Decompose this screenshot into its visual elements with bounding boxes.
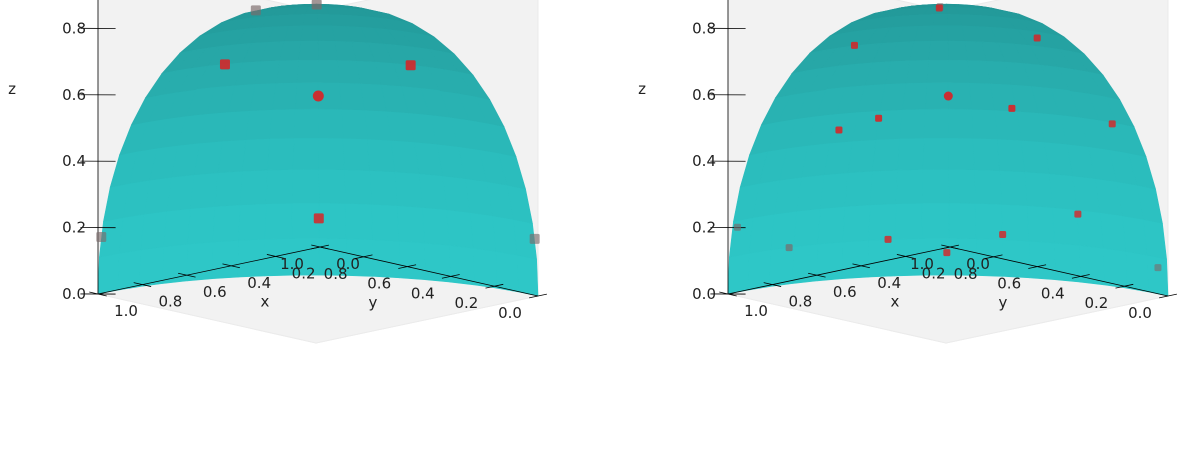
y-tick-label: 0.2 xyxy=(1084,294,1108,312)
data-point xyxy=(999,230,1007,238)
sphere-surface xyxy=(97,3,539,297)
z-tick-label: 0.8 xyxy=(692,19,716,37)
x-tick-label: 0.8 xyxy=(788,293,812,311)
z-tick-label: 0.4 xyxy=(692,152,716,170)
x-tick-label: 0.0 xyxy=(966,255,990,273)
x-tick xyxy=(763,282,782,287)
y-tick xyxy=(441,274,460,279)
y-tick xyxy=(1115,283,1134,289)
data-point xyxy=(529,233,540,244)
data-point xyxy=(219,59,230,70)
y-tick xyxy=(1028,264,1047,269)
data-point xyxy=(311,0,322,10)
x-tick-label: 0.4 xyxy=(877,274,901,292)
x-tick xyxy=(807,272,826,278)
x-axis-label: x xyxy=(261,293,270,311)
data-point xyxy=(1033,34,1041,42)
x-tick xyxy=(89,291,107,297)
y-tick-label: 1.0 xyxy=(280,255,304,273)
x-axis-line xyxy=(949,246,1169,297)
data-point xyxy=(785,244,793,252)
y-tick-label: 0.4 xyxy=(411,284,435,302)
sphere-surface xyxy=(727,3,1169,297)
y-axis-label: y xyxy=(369,294,378,312)
y-axis-label: y xyxy=(999,294,1008,312)
data-point xyxy=(1008,104,1016,112)
x-axis-line xyxy=(319,246,539,297)
y-tick-label: 0.6 xyxy=(367,275,391,293)
x-tick-label: 1.0 xyxy=(114,302,138,320)
x-tick xyxy=(177,272,196,278)
y-tick xyxy=(529,293,547,299)
x-axis-label: x xyxy=(891,293,900,311)
x-tick xyxy=(133,282,152,287)
chart-panel-2: 0.00.20.40.60.81.00.00.20.40.60.81.00.00… xyxy=(638,0,1177,344)
x-tick xyxy=(852,263,871,269)
y-tick-label: 1.0 xyxy=(910,255,934,273)
x-tick xyxy=(222,263,241,269)
data-point xyxy=(733,223,741,231)
y-tick xyxy=(311,244,329,250)
data-point xyxy=(850,41,858,49)
y-tick-label: 0.6 xyxy=(997,275,1021,293)
data-point xyxy=(943,91,953,101)
data-point xyxy=(835,126,843,134)
y-tick-label: 0.8 xyxy=(324,265,348,283)
data-point xyxy=(312,90,324,102)
y-tick xyxy=(1159,293,1177,299)
data-point xyxy=(96,231,107,242)
z-tick-label: 0.0 xyxy=(692,285,716,303)
z-tick-label: 0.4 xyxy=(62,152,86,170)
x-tick xyxy=(266,254,285,259)
data-point xyxy=(943,249,951,257)
y-axis-line xyxy=(97,246,321,295)
x-tick xyxy=(896,254,915,259)
x-tick-label: 1.0 xyxy=(744,302,768,320)
x-tick-label: 0.2 xyxy=(292,264,316,282)
y-tick xyxy=(485,283,504,289)
x-tick-label: 0.6 xyxy=(833,283,857,301)
x-tick-label: 0.4 xyxy=(247,274,271,292)
y-tick xyxy=(984,254,1003,260)
y-axis-line xyxy=(727,246,951,295)
y-tick xyxy=(941,244,959,250)
data-point xyxy=(1108,120,1116,128)
data-point xyxy=(250,5,261,16)
y-tick xyxy=(398,264,417,269)
x-tick-label: 0.2 xyxy=(922,264,946,282)
data-point xyxy=(935,4,943,12)
data-point xyxy=(884,235,892,243)
y-tick-label: 0.8 xyxy=(954,265,978,283)
y-tick-label: 0.0 xyxy=(498,304,522,322)
chart-panel-1: 0.00.20.40.60.81.00.00.20.40.60.81.00.00… xyxy=(8,0,547,344)
z-tick-label: 0.2 xyxy=(692,219,716,237)
data-point xyxy=(405,60,416,71)
z-tick-label: 0.8 xyxy=(62,19,86,37)
y-tick-label: 0.0 xyxy=(1128,304,1152,322)
x-tick-label: 0.0 xyxy=(336,255,360,273)
data-point xyxy=(1074,210,1082,218)
y-tick xyxy=(354,254,373,260)
z-axis-label: z xyxy=(638,80,646,98)
x-tick xyxy=(719,291,737,297)
data-point xyxy=(875,114,883,122)
z-tick-label: 0.2 xyxy=(62,219,86,237)
x-tick-label: 0.8 xyxy=(158,293,182,311)
data-point xyxy=(1154,264,1162,272)
z-tick-label: 0.0 xyxy=(62,285,86,303)
data-point xyxy=(313,213,324,224)
z-axis-label: z xyxy=(8,80,16,98)
y-tick-label: 0.2 xyxy=(454,294,478,312)
z-tick-label: 0.6 xyxy=(62,86,86,104)
y-tick-label: 0.4 xyxy=(1041,284,1065,302)
x-tick-label: 0.6 xyxy=(203,283,227,301)
z-tick-label: 0.6 xyxy=(692,86,716,104)
y-tick xyxy=(1071,274,1090,279)
